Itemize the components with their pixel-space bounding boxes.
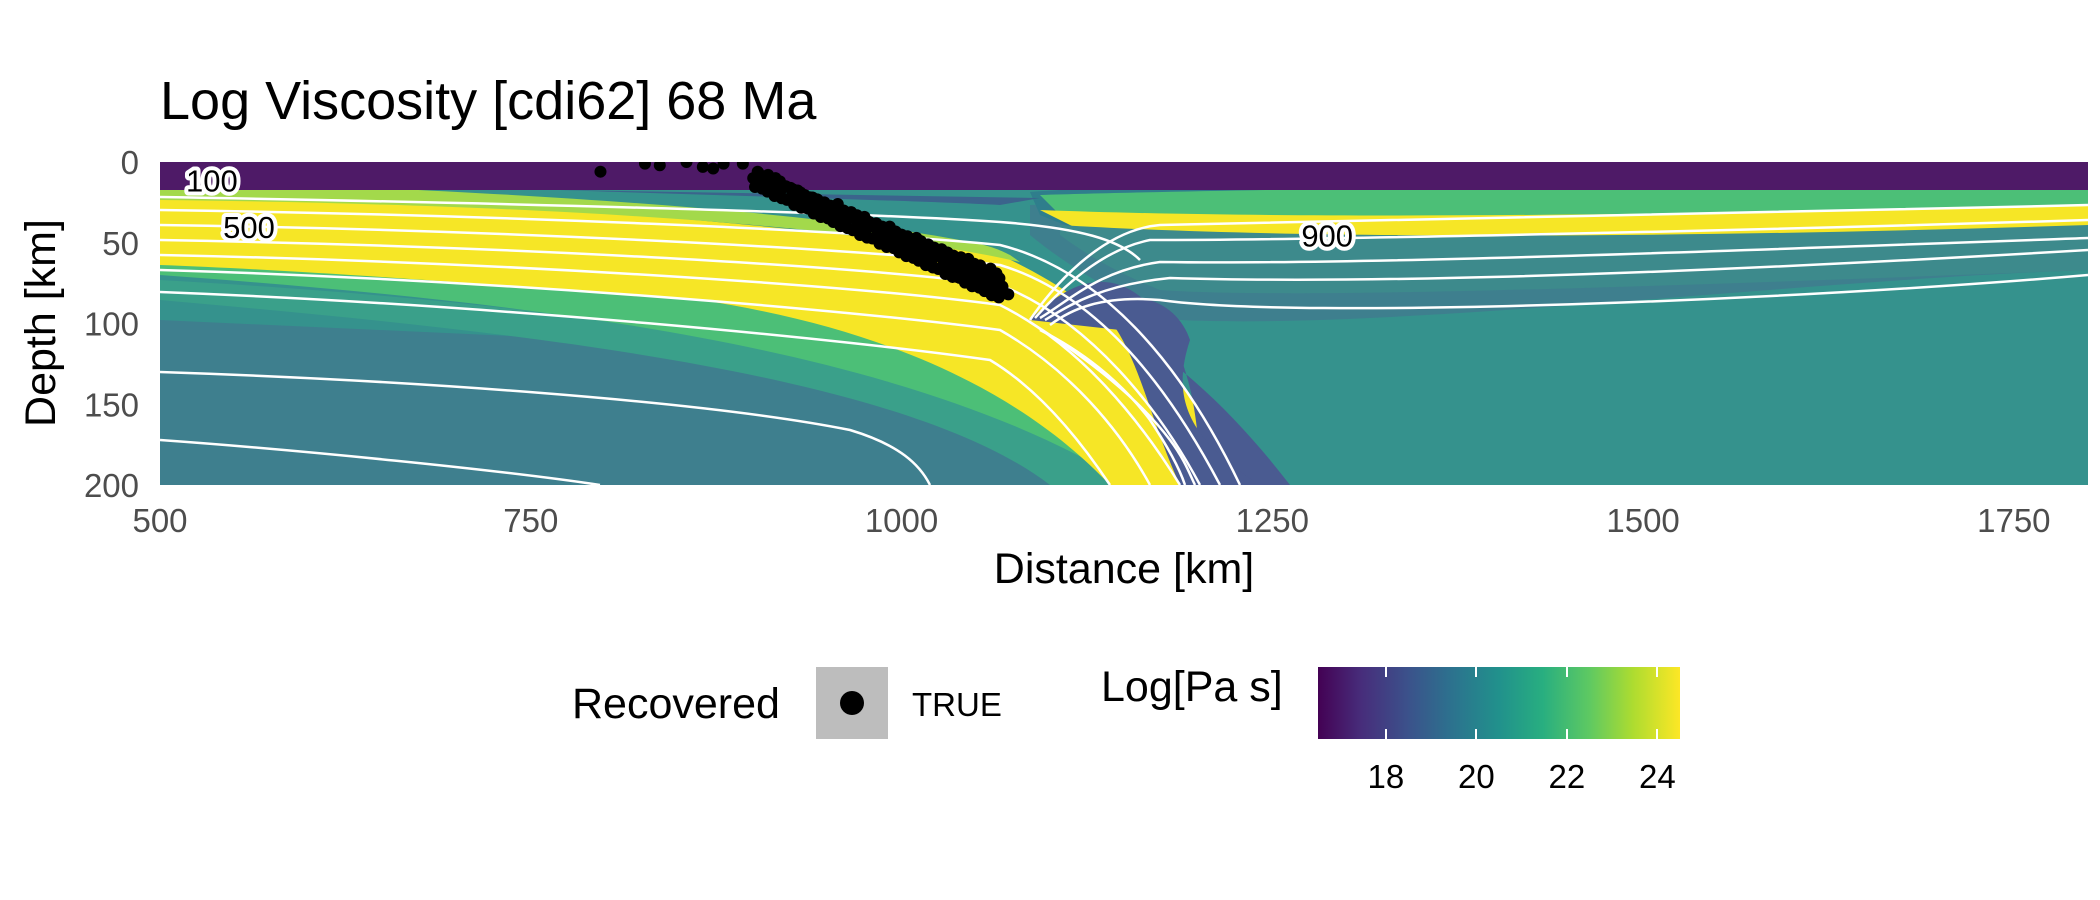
colorbar-tick-label: 20 [1458, 758, 1495, 795]
recovered-point [707, 162, 720, 175]
colorbar-tick [1475, 729, 1478, 739]
recovered-point [717, 162, 730, 170]
recovered-point [653, 162, 666, 172]
colorbar-tick [1384, 729, 1387, 739]
wedge-core [1110, 297, 1260, 485]
contour-line [1049, 273, 2088, 327]
colorbar-tick [1384, 667, 1387, 677]
contour-label: 100 [186, 163, 238, 198]
recovered-point [962, 252, 975, 265]
contour-line [1028, 203, 2088, 321]
contour-line [160, 438, 601, 485]
colorbar-tick-label: 18 [1367, 758, 1405, 795]
contour-line [1044, 248, 2088, 322]
recovered-point [594, 165, 607, 178]
band-dark-left [160, 320, 1060, 485]
contour-line [1039, 328, 1187, 485]
colorbar-tick-label: 22 [1548, 758, 1586, 795]
x-tick-label: 1000 [865, 502, 938, 539]
colorbar-tick [1656, 667, 1659, 677]
x-tick-label: 1500 [1606, 502, 1679, 539]
y-axis-ticks: 0 50 100 150 200 [84, 144, 139, 504]
legend-points-title: Recovered [572, 680, 780, 728]
x-tick-label: 1750 [1977, 502, 2050, 539]
legend-point-label: TRUE [912, 686, 1002, 723]
contour-line [160, 370, 932, 485]
overriding-lower [1060, 225, 2088, 294]
x-tick-label: 750 [503, 502, 558, 539]
band-teal-left [160, 280, 1130, 485]
x-tick-label: 1250 [1236, 502, 1309, 539]
contour-line [1029, 320, 1197, 485]
y-axis-title: Depth [km] [17, 219, 65, 427]
y-tick-label: 200 [84, 467, 139, 504]
slab-yellow [160, 185, 1260, 485]
chart-title: Log Viscosity [cdi62] 68 Ma [160, 71, 817, 131]
x-tick-label: 500 [132, 502, 187, 539]
x-axis-title: Distance [km] [994, 545, 1254, 593]
legend-color-title: Log[Pa s] [1101, 663, 1283, 711]
legend-point-key [816, 667, 888, 739]
contour-line [160, 238, 1202, 485]
recovered-point [736, 162, 749, 170]
colorbar [1318, 667, 1680, 739]
legend-point-dot [840, 691, 864, 715]
x-axis-ticks: 500 750 1000 1250 1500 1750 [132, 502, 2050, 539]
viscosity-field [160, 162, 2088, 485]
mantle-wedge [1030, 281, 1290, 485]
contour-line [1039, 236, 2088, 320]
contour-label: 500 [223, 210, 275, 245]
contour-label: 900 [1301, 218, 1353, 253]
y-tick-label: 150 [84, 386, 139, 423]
recovered-point [696, 162, 709, 173]
y-tick-label: 50 [102, 225, 139, 262]
contour-labels: 100 500 900 [182, 159, 1357, 257]
contour-line [1034, 218, 2088, 319]
recovered-point [680, 162, 693, 168]
recovered-point [992, 291, 1005, 304]
contour-line [160, 290, 1112, 485]
y-tick-label: 0 [121, 144, 139, 181]
contour-lines [160, 195, 2088, 485]
colorbar-tick [1565, 729, 1568, 739]
colorbar-tick [1656, 729, 1659, 739]
sticky-air [160, 162, 2088, 190]
contour-line [160, 268, 1152, 485]
recovered-point [996, 280, 1009, 293]
contour-line [160, 253, 1182, 485]
colorbar-tick [1565, 667, 1568, 677]
recovered-point [638, 162, 651, 170]
colorbar-tick-label: 24 [1639, 758, 1676, 795]
y-tick-label: 100 [84, 306, 139, 343]
colorbar-tick [1475, 667, 1478, 677]
recovered-points [594, 162, 1015, 304]
